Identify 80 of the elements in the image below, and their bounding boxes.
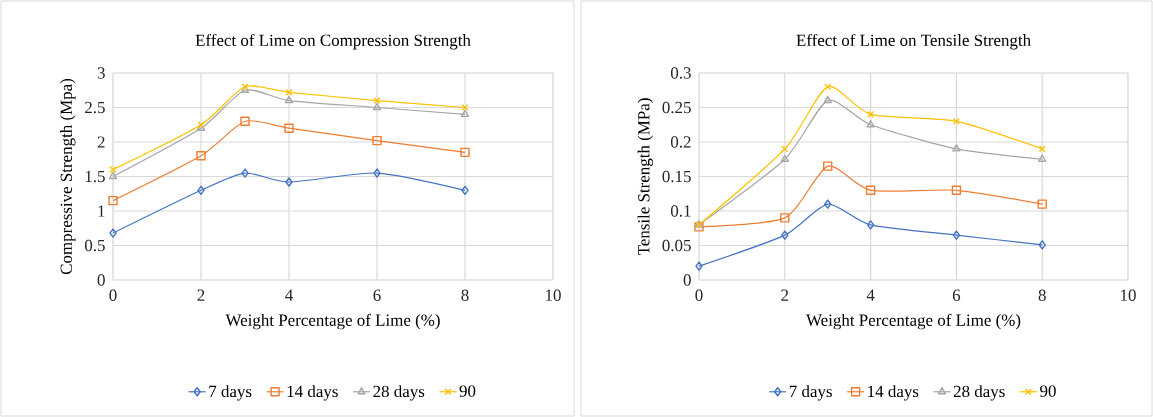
point	[1038, 145, 1046, 153]
y-tick-label: 0.2	[670, 136, 691, 148]
legend-label: 7 days	[209, 385, 252, 401]
point	[109, 166, 117, 174]
point	[108, 171, 118, 180]
point	[284, 95, 294, 104]
x-tick-label: 10	[1121, 289, 1136, 301]
point	[1038, 154, 1047, 162]
point	[824, 199, 832, 209]
point	[461, 185, 469, 195]
y-tick-label: 0.5	[84, 239, 105, 252]
x-tick-label: 2	[781, 289, 789, 301]
point	[695, 261, 703, 271]
point	[284, 123, 294, 133]
y-tick-label: 0.1	[670, 205, 691, 217]
y-tick-label: 0.15	[662, 170, 691, 183]
point	[197, 185, 205, 195]
point	[780, 213, 790, 223]
point	[373, 97, 381, 105]
point	[461, 103, 469, 112]
point	[951, 185, 962, 195]
x-tick-label: 8	[461, 289, 469, 301]
point	[780, 154, 789, 162]
x-tick-label: 0	[695, 289, 703, 301]
point	[460, 147, 470, 158]
point	[372, 135, 382, 146]
legend-label: 90	[1040, 385, 1056, 397]
point	[285, 177, 293, 187]
point	[952, 144, 961, 152]
y-tick-label: 3	[97, 67, 105, 79]
y-tick-label: 0	[683, 274, 691, 286]
point	[1038, 240, 1046, 250]
y-tick-label: 2.5	[85, 101, 105, 114]
chart-title: Effect of Lime on Compression Strength	[195, 33, 471, 50]
point	[1037, 199, 1047, 209]
point	[823, 161, 833, 171]
x-tick-label: 10	[546, 289, 561, 301]
y-tick-label: 2	[97, 136, 105, 148]
x-tick-label: 2	[197, 289, 205, 301]
x-tick-label: 6	[373, 289, 381, 301]
point	[952, 117, 960, 125]
y-axis-title: Tensile Strength (MPa)	[637, 98, 654, 256]
legend-label: 14 days	[868, 385, 919, 401]
point	[241, 168, 249, 178]
x-axis-title: Weight Percentage of Lime (%)	[806, 313, 1021, 330]
y-tick-label: 0	[97, 274, 105, 286]
point	[285, 88, 293, 96]
y-tick-label: 1.5	[85, 170, 105, 183]
chart-title: Effect of Lime on Tensile Strength	[796, 33, 1031, 50]
x-tick-label: 0	[109, 289, 117, 301]
legend-label: 90	[459, 385, 476, 397]
y-tick-label: 0.3	[670, 67, 691, 79]
point	[373, 168, 381, 178]
point	[781, 145, 789, 153]
point	[372, 102, 382, 111]
x-axis-title: Weight Percentage of Lime (%)	[225, 313, 440, 330]
point	[460, 109, 470, 118]
point	[952, 230, 961, 240]
point	[781, 230, 789, 240]
point	[196, 151, 206, 161]
legend-label: 14 days	[287, 385, 338, 401]
point	[240, 116, 250, 126]
point	[865, 185, 876, 195]
point	[823, 95, 832, 104]
legend-label: 7 days	[789, 385, 832, 401]
legend-label: 28 days	[373, 385, 425, 401]
point	[866, 120, 875, 128]
y-tick-label: 1	[98, 205, 105, 217]
x-tick-label: 6	[952, 289, 961, 301]
x-tick-label: 4	[285, 289, 293, 301]
point	[108, 195, 118, 206]
legend-label: 28 days	[953, 385, 1005, 401]
point	[824, 83, 832, 91]
y-tick-label: 0.25	[662, 101, 691, 114]
y-tick-label: 0.05	[662, 239, 691, 252]
x-tick-label: 8	[1038, 289, 1046, 301]
y-axis-title: Compressive Strength (Mpa)	[60, 78, 76, 275]
point	[866, 220, 875, 230]
point	[109, 228, 117, 238]
x-tick-label: 4	[866, 289, 875, 301]
